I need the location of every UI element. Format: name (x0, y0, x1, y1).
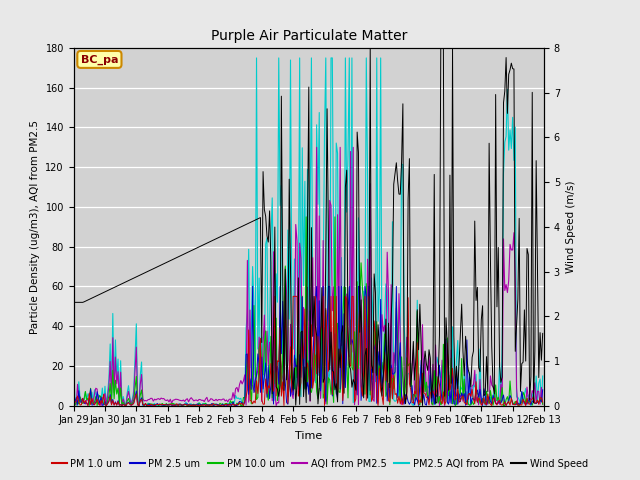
Legend: PM 1.0 um, PM 2.5 um, PM 10.0 um, AQI from PM2.5, PM2.5 AQI from PA, Wind Speed: PM 1.0 um, PM 2.5 um, PM 10.0 um, AQI fr… (48, 455, 592, 473)
Title: Purple Air Particulate Matter: Purple Air Particulate Matter (211, 29, 407, 43)
Text: BC_pa: BC_pa (81, 54, 118, 65)
X-axis label: Time: Time (295, 431, 323, 441)
Y-axis label: Particle Density (ug/m3), AQI from PM2.5: Particle Density (ug/m3), AQI from PM2.5 (30, 120, 40, 334)
Y-axis label: Wind Speed (m/s): Wind Speed (m/s) (566, 180, 575, 273)
